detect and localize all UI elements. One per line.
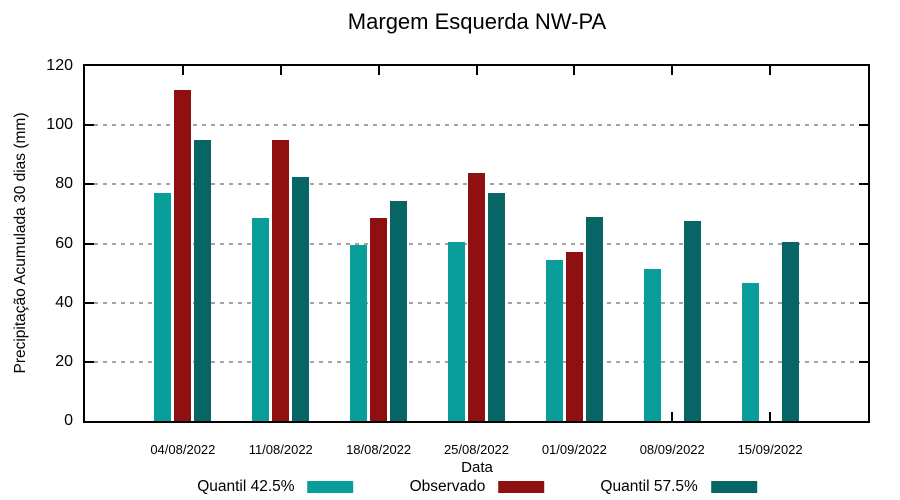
y-tick-label-20: 20 — [55, 352, 73, 370]
bar-quantil-42-5-0 — [154, 193, 172, 421]
legend-swatch-observado — [498, 481, 545, 493]
gridline-100 — [85, 124, 868, 127]
legend-swatch-quantil-57-5 — [710, 481, 757, 493]
y-tick-right-40 — [859, 301, 868, 304]
legend-item-quantil-57-5: Quantil 57.5% — [600, 478, 757, 496]
bar-quantil-42-5-3 — [448, 242, 465, 421]
bar-quantil-57-5-0 — [194, 139, 212, 421]
bar-quantil-57-5-2 — [390, 200, 408, 421]
y-tick-label-0: 0 — [64, 412, 73, 429]
y-tick-right-100 — [859, 124, 868, 127]
x-tick-top-6 — [769, 66, 772, 75]
x-tick-top-3 — [475, 66, 478, 75]
legend-label-quantil-42-5: Quantil 42.5% — [197, 478, 295, 495]
x-tick-label-5: 08/09/2022 — [639, 442, 705, 457]
x-tick-top-4 — [573, 66, 576, 75]
bar-quantil-57-5-4 — [585, 216, 603, 421]
x-tick-top-5 — [671, 66, 674, 75]
bar-quantil-42-5-4 — [545, 259, 563, 421]
x-tick-label-4: 01/09/2022 — [541, 442, 607, 457]
y-tick-right-60 — [859, 242, 868, 245]
legend-label-observado: Observado — [409, 478, 486, 495]
y-tick-right-20 — [859, 360, 868, 363]
x-tick-label-6: 15/09/2022 — [737, 442, 803, 457]
bar-observado-2 — [370, 218, 388, 421]
bar-quantil-57-5-5 — [683, 221, 701, 421]
y-tick-left-100 — [85, 124, 94, 127]
legend: Quantil 42.5% Observado Quantil 57.5% — [197, 478, 757, 496]
y-tick-left-60 — [85, 242, 94, 245]
x-tick-bottom-5 — [671, 412, 674, 421]
y-tick-left-40 — [85, 301, 94, 304]
y-tick-label-80: 80 — [55, 175, 73, 193]
bar-quantil-57-5-6 — [781, 242, 799, 421]
y-tick-label-120: 120 — [46, 57, 73, 74]
y-tick-left-80 — [85, 183, 94, 186]
x-tick-label-3: 25/08/2022 — [443, 442, 510, 457]
y-tick-left-20 — [85, 360, 94, 363]
bar-quantil-42-5-5 — [643, 268, 661, 421]
y-tick-label-40: 40 — [55, 293, 73, 311]
y-tick-label-100: 100 — [46, 116, 73, 134]
x-tick-top-1 — [279, 66, 282, 75]
x-tick-bottom-6 — [769, 412, 772, 421]
bar-quantil-42-5-2 — [350, 244, 368, 421]
bar-observado-3 — [468, 172, 485, 421]
x-tick-label-2: 18/08/2022 — [346, 442, 412, 457]
x-tick-top-0 — [181, 66, 184, 75]
bar-quantil-42-5-1 — [252, 218, 270, 421]
legend-item-quantil-42-5: Quantil 42.5% — [197, 478, 354, 496]
x-axis-label: Data — [461, 459, 493, 476]
y-tick-label-60: 60 — [55, 234, 73, 252]
bar-observado-1 — [272, 139, 290, 421]
legend-item-observado: Observado — [410, 478, 545, 496]
bar-quantil-57-5-1 — [292, 176, 310, 421]
x-tick-top-2 — [377, 66, 380, 75]
x-tick-label-1: 11/08/2022 — [248, 442, 313, 457]
chart-title: Margem Esquerda NW-PA — [347, 9, 607, 34]
bar-observado-0 — [174, 89, 192, 421]
legend-swatch-quantil-42-5 — [307, 481, 354, 493]
bar-observado-4 — [565, 252, 583, 421]
y-tick-right-80 — [859, 183, 868, 186]
legend-label-quantil-57-5: Quantil 57.5% — [600, 478, 698, 495]
bar-quantil-42-5-6 — [741, 283, 759, 421]
x-tick-label-0: 04/08/2022 — [150, 442, 216, 457]
bar-quantil-57-5-3 — [488, 193, 505, 421]
plot-area — [83, 64, 870, 423]
